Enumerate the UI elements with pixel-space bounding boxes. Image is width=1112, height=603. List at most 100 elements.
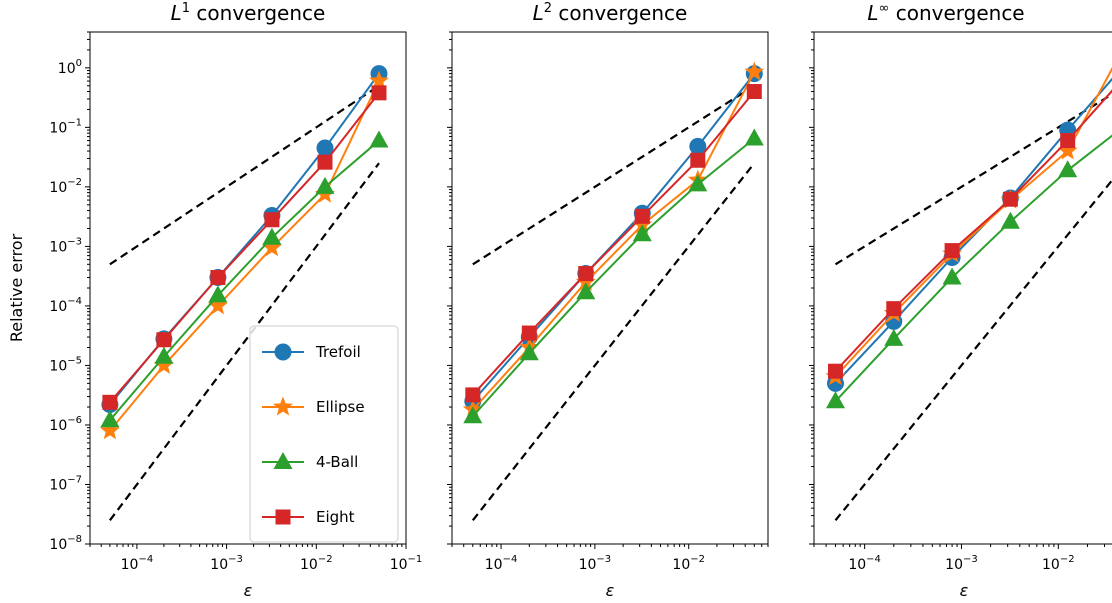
y-tick-label: 10−7 (49, 474, 82, 493)
legend-label: Ellipse (316, 398, 365, 416)
data-point-4-ball (632, 224, 652, 242)
data-point-4-ball (942, 267, 962, 285)
plot-frame (451, 31, 769, 545)
legend-label: Trefoil (315, 343, 361, 361)
data-point-eight (690, 152, 706, 168)
data-point-eight (1002, 191, 1018, 207)
y-tick-label: 10−5 (49, 355, 82, 374)
data-point-ellipse (153, 354, 174, 374)
legend-box (249, 325, 399, 543)
legend-marker-ellipse (273, 396, 293, 416)
x-tick-label: 10−2 (300, 554, 333, 573)
series-line-ellipse (472, 71, 756, 411)
y-tick-label: 10−8 (49, 534, 82, 553)
data-point-eight (521, 325, 537, 341)
data-point-ellipse (207, 295, 228, 315)
data-point-eight (465, 387, 481, 403)
y-tick-label: 10−3 (49, 236, 82, 255)
data-point-eight (371, 85, 387, 101)
data-point-ellipse (261, 237, 282, 257)
data-point-4-ball (825, 391, 845, 409)
data-point-eight (264, 212, 280, 228)
data-point-trefoil (689, 137, 707, 155)
data-point-eight (210, 270, 226, 286)
data-point-eight (944, 243, 960, 259)
data-point-ellipse (632, 214, 653, 234)
data-point-ellipse (575, 271, 596, 291)
series-line-4-ball (834, 134, 1112, 402)
data-point-4-ball (369, 130, 389, 148)
data-point-4-ball (1000, 211, 1020, 229)
series-line-4-ball (109, 139, 380, 421)
data-point-eight (827, 363, 843, 379)
data-point-eight (746, 84, 762, 100)
reference-slope-line (109, 162, 380, 521)
data-point-ellipse (1057, 140, 1078, 160)
data-point-4-ball (519, 343, 539, 361)
data-point-eight (102, 394, 118, 410)
data-point-eight (634, 208, 650, 224)
data-point-4-ball (884, 328, 904, 346)
x-tick-label: 10−4 (848, 554, 881, 573)
series-line-eight (834, 89, 1112, 372)
data-point-eight (578, 266, 594, 282)
y-tick-label: 10−6 (49, 415, 82, 434)
x-tick-label: 10−1 (390, 554, 423, 573)
data-point-4-ball (744, 128, 764, 146)
data-point-ellipse (99, 420, 120, 440)
reference-slope-line (472, 84, 755, 266)
series-line-eight (109, 92, 380, 403)
reference-slope-line (834, 178, 1112, 522)
x-tick-label: 10−3 (579, 554, 612, 573)
legend-label: Eight (316, 508, 355, 526)
series-line-ellipse (109, 80, 380, 432)
data-point-4-ball (315, 176, 335, 194)
series-line-trefoil (834, 77, 1112, 385)
data-point-eight (317, 154, 333, 170)
series-line-trefoil (472, 72, 756, 402)
legend-marker-trefoil (274, 343, 292, 361)
data-point-4-ball (688, 174, 708, 192)
panel-title: L1 convergence (171, 1, 326, 25)
reference-slope-line (109, 84, 380, 266)
data-point-4-ball (463, 406, 483, 424)
reference-slope-line (834, 93, 1112, 266)
y-tick-label: 10−1 (49, 117, 82, 136)
y-tick-label: 100 (58, 58, 82, 77)
data-point-4-ball (154, 346, 174, 364)
x-axis-label: ε (960, 581, 969, 600)
y-tick-label: 10−2 (49, 177, 82, 196)
data-point-eight (156, 332, 172, 348)
panel-linf: L∞ convergence 10−4 10−3 10−2 ε (809, 1, 1112, 600)
x-tick-label: 10−4 (485, 554, 518, 573)
x-axis-label: ε (244, 581, 253, 600)
panel-title: L2 convergence (533, 1, 688, 25)
panel-l1: L1 convergence 10−4 10−3 10−2 10−1 100 10−1 1… (49, 1, 422, 600)
x-tick-label: 10−2 (672, 554, 705, 573)
series-line-eight (472, 90, 756, 396)
data-point-ellipse (369, 70, 389, 90)
data-point-4-ball (1058, 160, 1078, 178)
legend: Trefoil Ellipse 4-Ball Eight (249, 325, 399, 543)
data-point-eight (1060, 133, 1076, 149)
data-point-eight (886, 301, 902, 317)
reference-slope-line (471, 162, 756, 521)
series-line-4-ball (472, 137, 755, 417)
x-tick-label: 10−4 (121, 554, 154, 573)
data-point-4-ball (208, 285, 228, 303)
legend-marker-eight (275, 509, 291, 525)
plot-frame (813, 31, 1112, 545)
data-point-4-ball (100, 410, 120, 428)
y-tick-label: 10−4 (49, 296, 82, 315)
panel-title: L∞ convergence (867, 1, 1024, 25)
panel-l2: L2 convergence 10−4 10−3 10−2 ε (447, 1, 769, 600)
data-point-trefoil (316, 139, 334, 157)
data-point-ellipse (744, 61, 765, 81)
y-axis-label: Relative error (7, 233, 26, 342)
data-point-4-ball (262, 227, 282, 245)
series-line-ellipse (834, 66, 1112, 378)
x-tick-label: 10−3 (945, 554, 978, 573)
legend-marker-4-ball (273, 452, 293, 469)
x-tick-label: 10−3 (210, 554, 243, 573)
